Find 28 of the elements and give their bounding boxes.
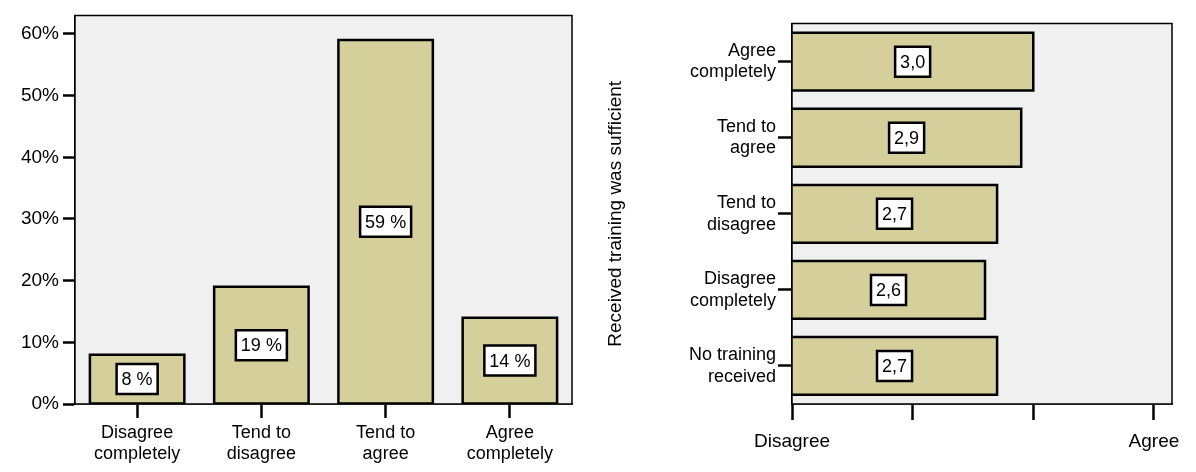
y-tick-label: 60%: [20, 22, 60, 44]
data-label: 14 %: [489, 350, 531, 371]
y-tick-label: 40%: [20, 145, 60, 167]
x-tick-label: Agree completely: [466, 421, 553, 464]
y-axis-title: Received training was sufficient: [603, 80, 625, 347]
data-label: 59 %: [365, 211, 407, 232]
data-label: 3,0: [900, 51, 926, 72]
y-tick-label: Agree completely: [689, 39, 776, 82]
data-label: 2,6: [875, 279, 902, 300]
data-label: 19 %: [240, 335, 282, 356]
data-label: 2,7: [882, 203, 908, 224]
y-tick-label: Tend to agree: [716, 115, 776, 158]
y-tick-label: 30%: [20, 207, 60, 229]
data-label: 8 %: [121, 369, 153, 390]
data-label: 2,7: [882, 355, 908, 376]
x-tick-label: Tend to disagree: [226, 421, 296, 464]
y-tick-label: 10%: [20, 330, 60, 352]
x-tick-label: Disagree completely: [94, 421, 181, 464]
text: Agree: [1128, 429, 1180, 451]
y-tick-label: Disagree completely: [689, 268, 776, 310]
x-tick-label: Tend to agree: [356, 421, 416, 464]
text: Disagree: [753, 429, 831, 451]
y-tick-label: 50%: [20, 83, 60, 105]
y-tick-label: Tend to disagree: [706, 191, 776, 234]
y-tick-label: 20%: [20, 268, 60, 290]
data-label: 2,9: [894, 127, 920, 148]
y-tick-label: 0%: [31, 392, 60, 414]
y-tick-label: No training received: [688, 344, 776, 386]
